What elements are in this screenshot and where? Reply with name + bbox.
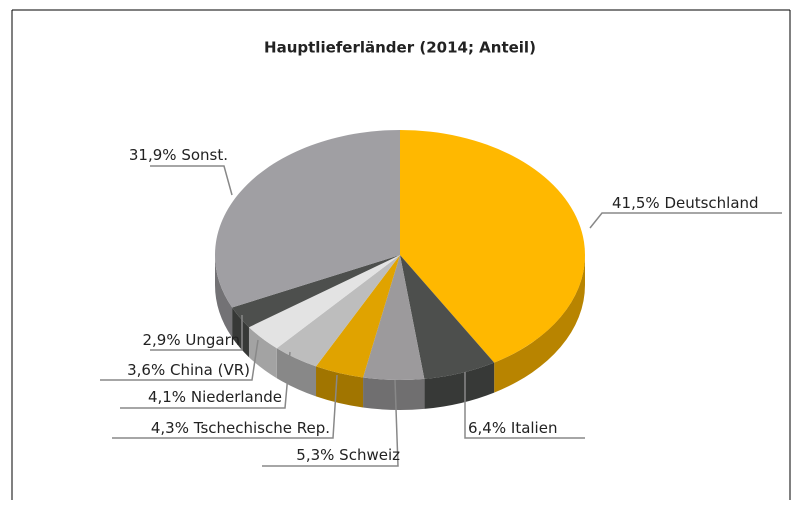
value-label: 2,9%: [143, 331, 181, 349]
slice-label: 4,1% Niederlande: [148, 388, 282, 406]
category-label: Ungarn: [185, 331, 240, 349]
slice-side: [248, 327, 277, 379]
leader-line: [589, 212, 782, 229]
slice: [248, 255, 400, 349]
value-label: 4,1%: [148, 388, 186, 406]
category-label: Italien: [511, 419, 558, 437]
slice: [276, 255, 400, 367]
slice-side: [363, 377, 425, 410]
slice: [400, 255, 495, 379]
slice: [214, 130, 400, 308]
slice-label: 31,9% Sonst.: [129, 146, 228, 164]
slice: [400, 130, 585, 363]
slice-side: [215, 255, 233, 338]
leader-line: [150, 165, 233, 196]
leader-line: [150, 315, 243, 351]
category-label: Schweiz: [339, 446, 400, 464]
value-label: 5,3%: [296, 446, 334, 464]
slice-side: [424, 362, 495, 409]
slice: [363, 255, 425, 380]
slice: [232, 255, 400, 328]
leader-line: [262, 379, 399, 467]
value-label: 4,3%: [151, 419, 189, 437]
category-label: Tschechische Rep.: [193, 419, 330, 437]
category-label: Deutschland: [664, 194, 758, 212]
slice-label: 2,9% Ungarn: [143, 331, 241, 349]
value-label: 6,4%: [468, 419, 506, 437]
leader-line: [120, 351, 291, 409]
leader-line: [100, 339, 259, 381]
slice-label: 3,6% China (VR): [127, 361, 250, 379]
slice: [316, 255, 400, 378]
value-label: 3,6%: [127, 361, 165, 379]
category-label: Sonst.: [181, 146, 228, 164]
leader-line: [464, 372, 585, 439]
slice-label: 6,4% Italien: [468, 419, 557, 437]
slice-side: [316, 366, 364, 408]
slice-side: [232, 307, 249, 358]
leader-line: [112, 374, 338, 439]
slice-label: 4,3% Tschechische Rep.: [151, 419, 330, 437]
category-label: China (VR): [170, 361, 250, 379]
slice-side: [276, 348, 317, 397]
value-label: 31,9%: [129, 146, 177, 164]
slice-label: 41,5% Deutschland: [612, 194, 759, 212]
slice-label: 5,3% Schweiz: [296, 446, 400, 464]
slice-side: [494, 255, 585, 393]
category-label: Niederlande: [191, 388, 282, 406]
value-label: 41,5%: [612, 194, 660, 212]
chart-title: Hauptlieferländer (2014; Anteil): [264, 39, 536, 57]
